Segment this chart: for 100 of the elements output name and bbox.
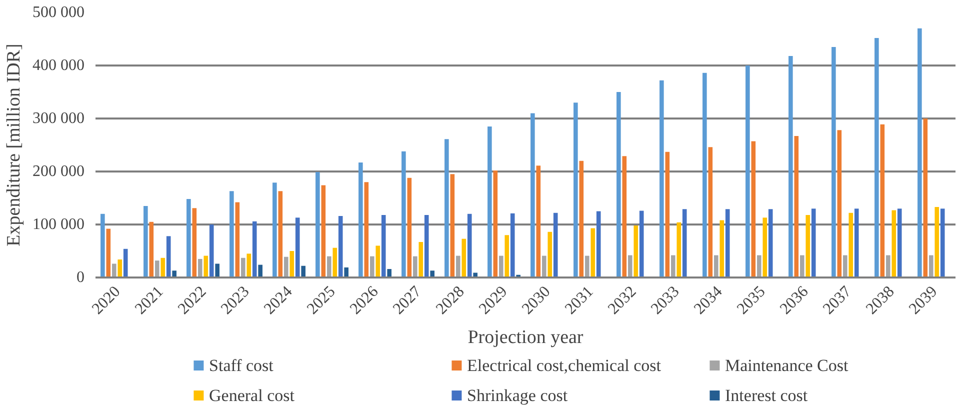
bar <box>892 210 896 278</box>
bar <box>940 208 945 278</box>
bar <box>751 141 756 278</box>
bar <box>198 258 202 278</box>
bar <box>811 208 816 278</box>
bar <box>574 102 578 278</box>
bar <box>467 214 472 278</box>
bar <box>321 185 326 278</box>
bar <box>596 211 601 278</box>
bar <box>874 38 879 278</box>
bar <box>230 191 234 278</box>
bar <box>714 255 718 278</box>
bar <box>100 214 105 278</box>
bar <box>106 228 111 278</box>
bar <box>358 162 363 278</box>
bar <box>708 147 713 278</box>
bar <box>326 256 332 278</box>
bar <box>160 258 166 278</box>
y-tick-label: 500 000 <box>32 4 84 21</box>
legend-label: Shrinkage cost <box>467 386 568 405</box>
bar <box>498 256 504 278</box>
bar <box>118 259 122 278</box>
bar <box>676 222 682 278</box>
y-axis-title: Expenditure [million IDR] <box>4 44 24 246</box>
bar <box>880 124 885 278</box>
bar <box>144 206 148 278</box>
bar <box>246 254 252 278</box>
bar <box>702 72 707 278</box>
bar <box>660 80 664 278</box>
bar <box>209 224 214 278</box>
bar <box>800 255 804 278</box>
y-tick-label: 0 <box>76 269 84 286</box>
bar <box>123 248 128 278</box>
bar <box>548 232 552 278</box>
legend-label: Interest cost <box>725 386 808 405</box>
bar <box>332 248 338 278</box>
bar <box>166 236 171 278</box>
bar <box>806 214 810 278</box>
bar <box>444 139 449 278</box>
bar <box>918 28 922 278</box>
bar <box>639 210 644 278</box>
bar <box>295 218 300 278</box>
bar <box>923 118 928 278</box>
bar <box>376 246 380 278</box>
legend-label: Staff cost <box>209 356 274 375</box>
y-tick-label: 400 000 <box>32 57 84 74</box>
y-tick-label: 300 000 <box>32 110 84 127</box>
bar <box>622 156 627 278</box>
bar <box>788 56 793 278</box>
bar <box>402 151 406 278</box>
bar <box>364 182 369 278</box>
legend-label: General cost <box>209 386 295 405</box>
bar <box>186 199 191 278</box>
bar <box>450 174 455 278</box>
y-tick-label: 200 000 <box>32 163 84 180</box>
bar <box>584 256 590 278</box>
bar <box>258 264 262 278</box>
bar <box>768 209 773 278</box>
bar <box>504 235 510 278</box>
bar <box>616 92 621 278</box>
bar <box>725 209 730 278</box>
bar <box>430 270 434 278</box>
bar <box>886 255 890 278</box>
bar <box>418 242 424 278</box>
bar <box>897 208 902 278</box>
bar <box>290 251 294 278</box>
bar <box>670 255 676 278</box>
bar <box>338 216 343 278</box>
bar <box>192 208 197 278</box>
bar <box>456 256 460 278</box>
bar <box>510 213 515 278</box>
bar <box>154 260 160 278</box>
bar <box>837 130 842 278</box>
bar <box>665 152 670 278</box>
bar <box>381 214 386 278</box>
legend-label: Maintenance Cost <box>725 356 849 375</box>
bar <box>634 226 638 278</box>
bar <box>235 202 240 278</box>
bar <box>149 222 154 278</box>
bar <box>542 256 546 278</box>
bar <box>387 269 392 278</box>
bar <box>462 238 466 278</box>
bar <box>934 207 940 278</box>
legend-label: Electrical cost,chemical cost <box>467 356 662 375</box>
bar <box>488 126 492 278</box>
bar <box>316 172 320 278</box>
bar <box>756 255 762 278</box>
x-axis-title: Projection year <box>468 326 584 348</box>
bar <box>252 221 257 278</box>
bar <box>590 228 596 278</box>
bar <box>628 255 632 278</box>
bar <box>928 255 934 278</box>
bar <box>682 209 687 278</box>
bar <box>794 136 799 278</box>
bar <box>746 66 750 278</box>
bar <box>832 46 836 278</box>
bar <box>370 256 374 278</box>
bar <box>493 170 498 278</box>
y-tick-label: 100 000 <box>32 216 84 233</box>
bar <box>407 178 412 278</box>
